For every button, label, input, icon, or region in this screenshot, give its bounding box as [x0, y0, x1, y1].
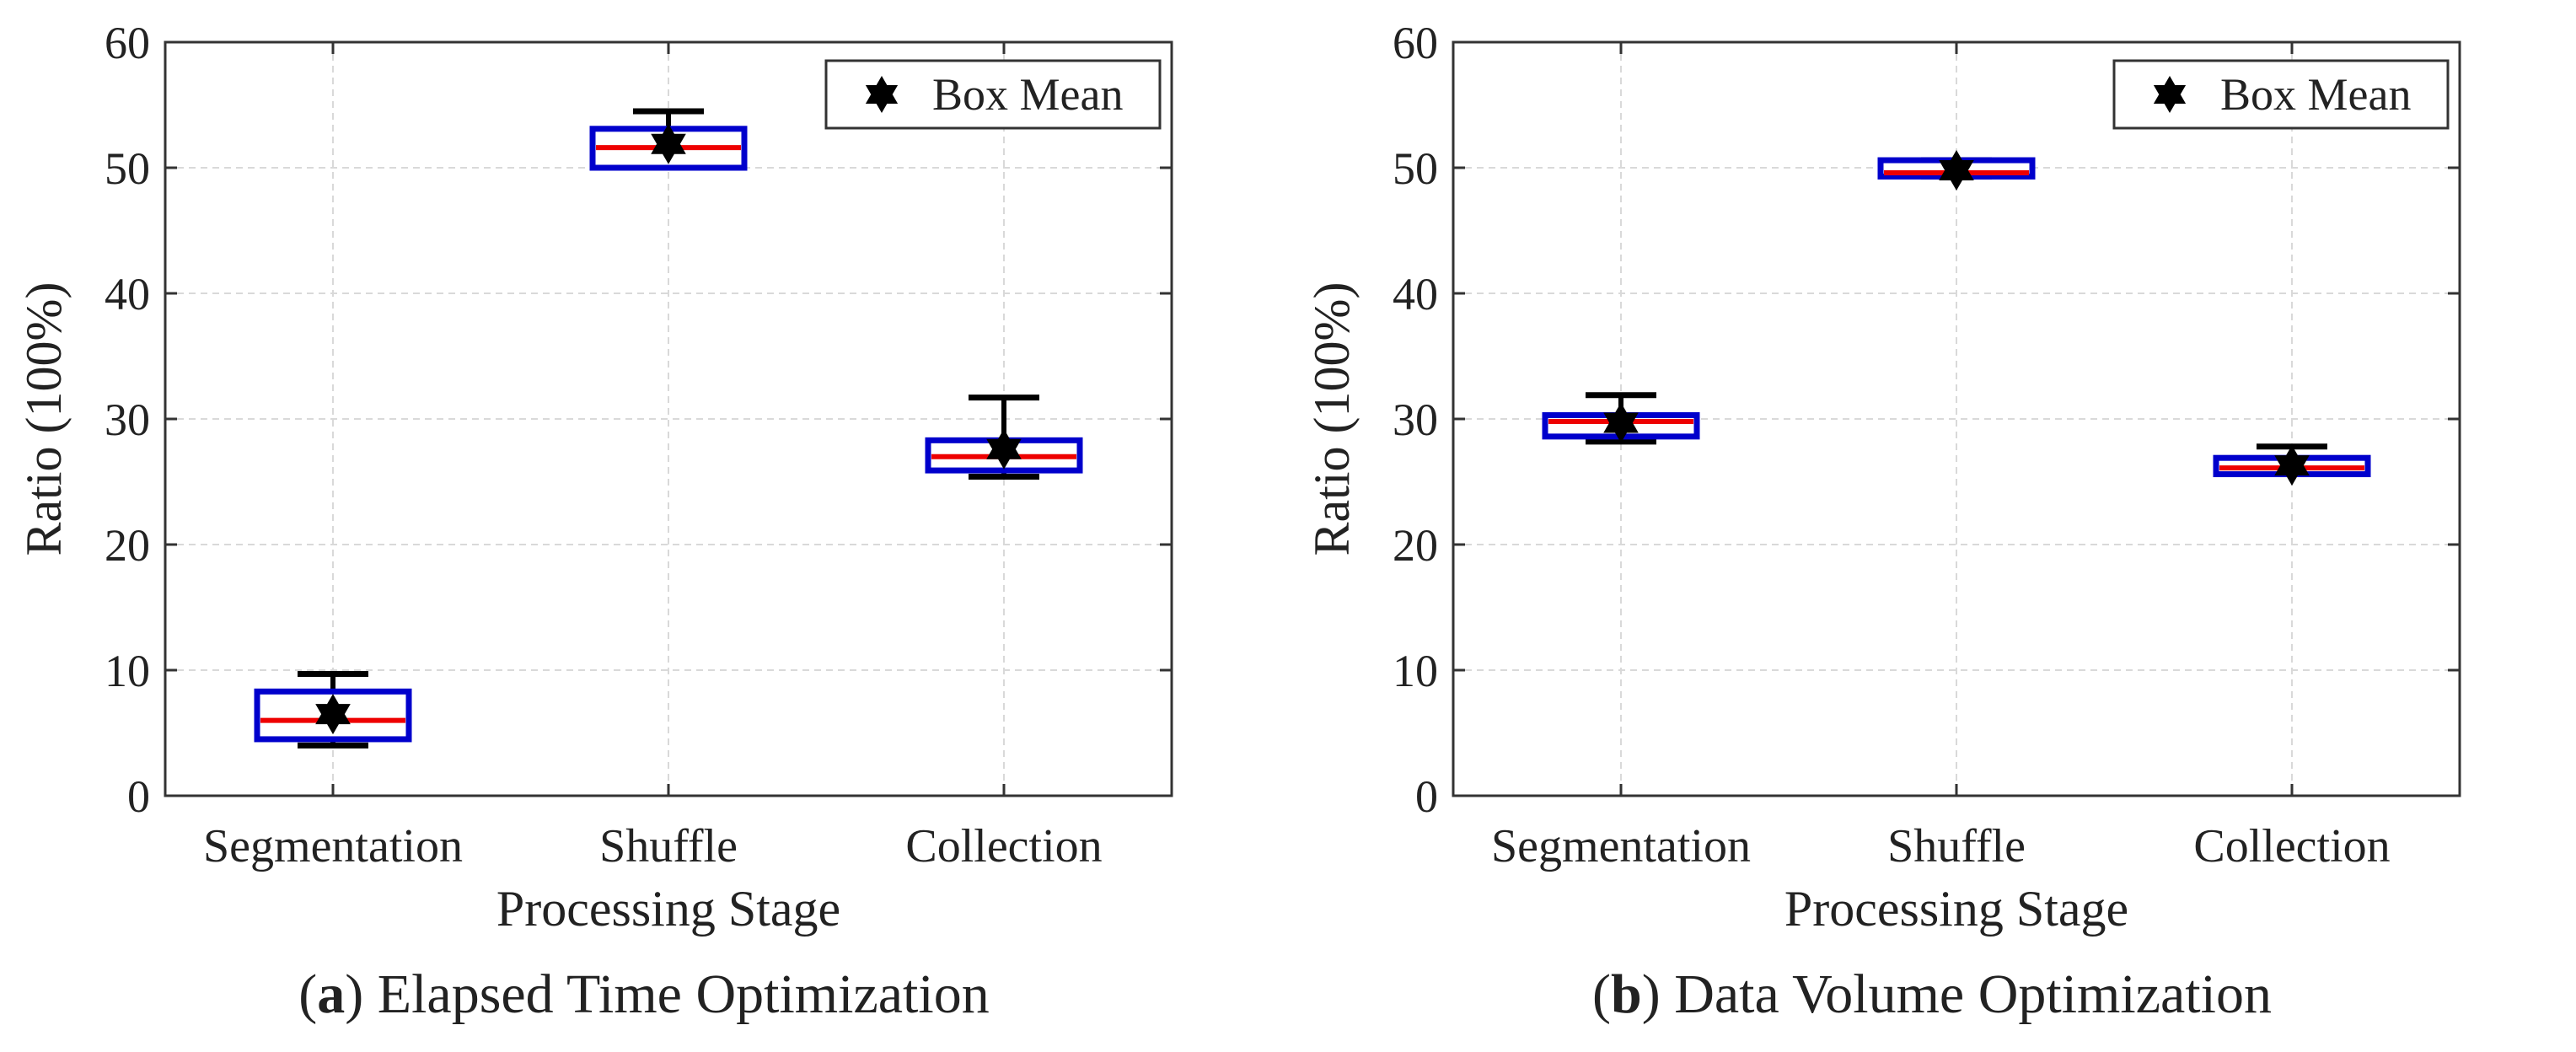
b-ytick-label-2: 20 — [1393, 520, 1438, 571]
b-ylabel: Ratio (100%) — [1304, 282, 1360, 556]
b-mean-marker-1 — [1939, 150, 1974, 191]
a-box-1 — [589, 108, 748, 171]
chart-a: 0 10 20 30 40 50 60 Segmentation Shuffle Collecti… — [16, 18, 1173, 937]
b-ytick-label-5: 50 — [1393, 143, 1438, 194]
a-legend: Box Mean — [824, 59, 1162, 130]
a-ytick-label-4: 40 — [105, 269, 150, 319]
b-xtick-label-1: Shuffle — [1887, 820, 2026, 872]
a-legend-star-icon — [865, 76, 899, 113]
panel-a: 0 10 20 30 40 50 60 Segmentation Shuffle Collecti… — [16, 18, 1173, 1025]
a-ytick-label-6: 60 — [105, 18, 150, 68]
a-xtick-label-2: Collection — [905, 820, 1102, 872]
a-ytick-label-3: 30 — [105, 394, 150, 445]
caption-a-letter: a — [317, 963, 346, 1025]
a-box-0 — [254, 670, 412, 749]
b-legend-label: Box Mean — [2220, 69, 2411, 120]
a-mean-marker-0 — [315, 694, 351, 735]
caption-a: (a) Elapsed Time Optimization — [298, 963, 990, 1025]
caption-a-text: Elapsed Time Optimization — [377, 963, 990, 1025]
a-ylabel: Ratio (100%) — [16, 282, 72, 556]
a-xlabel: Processing Stage — [496, 881, 840, 937]
b-ytick-label-1: 10 — [1393, 646, 1438, 696]
a-mean-marker-2 — [986, 428, 1022, 470]
a-box-2 — [925, 394, 1083, 480]
caption-b: (b) Data Volume Optimization — [1592, 963, 2272, 1025]
caption-b-letter: b — [1610, 963, 1642, 1025]
b-ytick-label-4: 40 — [1393, 269, 1438, 319]
b-box-0 — [1542, 392, 1700, 445]
b-legend: Box Mean — [2112, 59, 2450, 130]
a-mean-marker-1 — [651, 123, 686, 164]
b-ytick-label-0: 0 — [1415, 771, 1438, 822]
a-xtick-label-0: Segmentation — [203, 820, 463, 872]
a-legend-label: Box Mean — [932, 69, 1123, 120]
a-ytick-label-1: 10 — [105, 646, 150, 696]
b-box-1 — [1877, 150, 2036, 191]
b-xtick-label-2: Collection — [2193, 820, 2390, 872]
panel-b: 0 10 20 30 40 50 60 Segmentation Shuffle Collecti… — [1288, 0, 2576, 1052]
a-ytick-label-5: 50 — [105, 143, 150, 194]
b-ytick-label-3: 30 — [1393, 394, 1438, 445]
b-legend-star-icon — [2153, 76, 2187, 113]
b-mean-marker-2 — [2274, 445, 2310, 486]
b-mean-marker-0 — [1603, 402, 1639, 443]
b-box-2 — [2213, 443, 2371, 486]
a-xtick-label-1: Shuffle — [599, 820, 738, 872]
b-ytick-label-6: 60 — [1393, 18, 1438, 68]
chart-b: 0 10 20 30 40 50 60 Segmentation Shuffle Collecti… — [1304, 18, 2461, 937]
b-xtick-label-0: Segmentation — [1491, 820, 1751, 872]
b-xlabel: Processing Stage — [1784, 881, 2128, 937]
a-ytick-label-0: 0 — [127, 771, 150, 822]
a-ytick-label-2: 20 — [105, 520, 150, 571]
caption-b-text: Data Volume Optimization — [1674, 963, 2272, 1025]
